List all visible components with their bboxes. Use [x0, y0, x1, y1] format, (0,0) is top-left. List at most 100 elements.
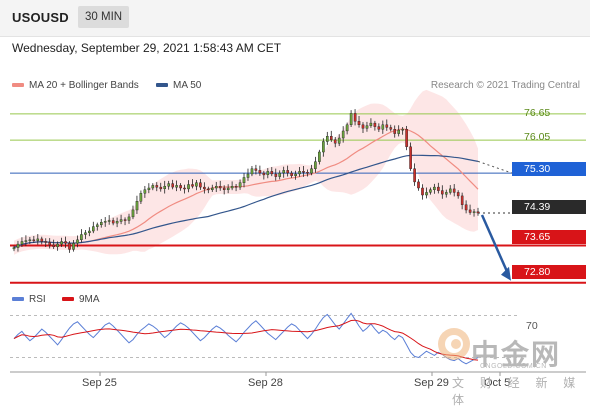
- candle: [333, 137, 337, 148]
- candle: [322, 138, 325, 157]
- candle: [294, 170, 297, 180]
- candle-body: [12, 247, 16, 250]
- candle: [111, 217, 115, 226]
- candle-body: [337, 137, 341, 144]
- candle-body: [234, 185, 238, 188]
- candle-body: [206, 188, 210, 191]
- candle: [337, 134, 341, 147]
- candle-body: [413, 168, 416, 183]
- rsi-level-70: 70: [526, 320, 538, 332]
- candle-body: [310, 168, 313, 174]
- candle-body: [385, 124, 389, 128]
- candle-body: [222, 187, 226, 190]
- candle: [218, 180, 222, 191]
- candle-body: [60, 241, 63, 245]
- candle: [36, 234, 40, 245]
- candle-body: [318, 151, 321, 162]
- moving-averages: [13, 128, 513, 249]
- ma50-line: [13, 154, 479, 249]
- watermark-brand: 中金网: [471, 338, 562, 371]
- candle-body: [48, 242, 51, 246]
- candle-body: [199, 182, 202, 188]
- x-tick-oct5: Oct 5: [484, 377, 511, 389]
- rsi-ma-line: [13, 319, 479, 361]
- candle: [68, 241, 71, 253]
- candle-body: [464, 204, 468, 211]
- candle: [16, 240, 20, 252]
- candle-body: [345, 124, 349, 132]
- bollinger-band-fill: [14, 89, 478, 255]
- symbol-label: USOUSD: [12, 10, 69, 25]
- candle: [377, 123, 381, 133]
- ma50-swatch-icon: [156, 83, 168, 88]
- candle: [326, 131, 329, 145]
- candle-body: [139, 193, 143, 202]
- candle: [163, 180, 167, 194]
- candle-body: [214, 185, 218, 189]
- candle-body: [330, 135, 333, 140]
- bollinger-band: [14, 89, 478, 255]
- candle-body: [429, 189, 432, 193]
- candle: [95, 222, 99, 231]
- candle-body: [250, 168, 254, 175]
- projection-arrow-head: [501, 266, 511, 281]
- candle-body: [16, 243, 20, 248]
- toolbar: USOUSD 30 MIN: [0, 0, 590, 37]
- watermark-url: CNGOLD.COM.CN: [480, 363, 547, 370]
- projection-arrow: [480, 214, 511, 281]
- candle: [151, 183, 155, 191]
- candle: [373, 120, 377, 131]
- candle-body: [159, 186, 163, 190]
- candle-body: [437, 186, 440, 191]
- candle: [385, 119, 389, 131]
- candle: [441, 185, 444, 199]
- candle: [290, 170, 293, 178]
- level-tag-73-65: 73.65: [512, 230, 586, 244]
- candle: [52, 239, 55, 249]
- candle: [187, 180, 190, 193]
- candle: [32, 235, 36, 243]
- candle-body: [103, 221, 107, 223]
- candle: [468, 204, 472, 215]
- candle: [405, 125, 408, 151]
- candle-body: [298, 171, 301, 175]
- candle: [171, 179, 175, 190]
- candle: [64, 236, 67, 248]
- candle: [230, 181, 234, 191]
- timeframe-button[interactable]: 30 MIN: [78, 6, 130, 28]
- candle-body: [472, 211, 476, 213]
- candle-body: [80, 234, 83, 241]
- candle: [472, 208, 476, 217]
- candle-body: [147, 187, 151, 190]
- candle-body: [302, 171, 305, 173]
- candle-body: [322, 141, 325, 153]
- candle: [464, 200, 468, 214]
- candle: [88, 227, 91, 237]
- candle: [107, 215, 111, 225]
- candle-body: [425, 192, 428, 196]
- candle-body: [91, 226, 95, 232]
- candle: [369, 118, 373, 128]
- candle-body: [40, 238, 44, 242]
- candle-body: [123, 219, 127, 221]
- candle: [314, 156, 317, 173]
- candle: [179, 183, 182, 191]
- candle: [361, 122, 365, 133]
- candle: [282, 166, 286, 178]
- candle-body: [476, 211, 480, 214]
- candle-body: [433, 186, 436, 190]
- candle-body: [24, 240, 28, 242]
- candle-body: [163, 185, 167, 189]
- candle: [76, 235, 79, 248]
- legend-rsi: RSI: [12, 294, 46, 305]
- candle: [56, 241, 59, 251]
- candle: [60, 237, 63, 247]
- candle: [357, 115, 361, 128]
- candle-body: [246, 173, 250, 178]
- candle: [298, 167, 301, 177]
- candle-body: [155, 185, 159, 188]
- x-tick-sep29: Sep 29: [414, 377, 449, 389]
- candle-body: [294, 173, 297, 176]
- candle: [24, 235, 28, 247]
- candle-body: [111, 220, 115, 224]
